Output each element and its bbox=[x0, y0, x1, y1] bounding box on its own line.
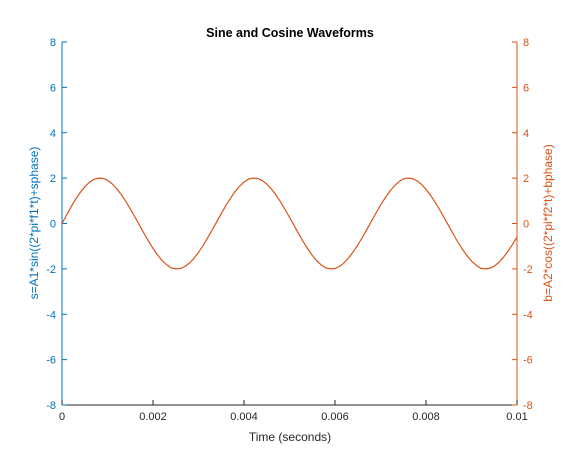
x-tick-label: 0.004 bbox=[230, 411, 258, 423]
y-tick-label-left: -4 bbox=[46, 309, 56, 321]
y-tick-label-left: -2 bbox=[46, 264, 56, 276]
series-line bbox=[61, 177, 518, 270]
tick-labels: 0 0.002 0.004 0.006 0.008 0.01 8 6 4 2 0 -2 -4 -6 -8 8 6… bbox=[46, 37, 533, 423]
y-tick-label-left: 4 bbox=[50, 128, 56, 140]
y-tick-label-right: 0 bbox=[523, 219, 529, 231]
x-tick-label: 0.002 bbox=[139, 411, 167, 423]
y-tick-label-left: 6 bbox=[50, 82, 56, 94]
x-tick-label: 0.01 bbox=[506, 411, 527, 423]
y-tick-label-right: -6 bbox=[523, 355, 533, 367]
series-group bbox=[61, 177, 518, 270]
axes bbox=[61, 41, 518, 406]
y-tick-label-left: 2 bbox=[50, 173, 56, 185]
x-axis-label: Time (seconds) bbox=[249, 430, 331, 444]
x-tick-label: 0 bbox=[59, 411, 65, 423]
y-tick-label-right: -8 bbox=[523, 400, 533, 412]
y-tick-label-right: 2 bbox=[523, 173, 529, 185]
y-tick-label-right: 8 bbox=[523, 37, 529, 49]
y-tick-label-left: -8 bbox=[46, 400, 56, 412]
y-tick-label-left: 0 bbox=[50, 219, 56, 231]
y-tick-label-right: 4 bbox=[523, 128, 529, 140]
chart-title: Sine and Cosine Waveforms bbox=[206, 26, 374, 40]
x-tick-label: 0.006 bbox=[321, 411, 349, 423]
y-axis-label-left: s=A1*sin((2*pi*f1*t)+sphase) bbox=[27, 147, 41, 300]
y-tick-label-right: -4 bbox=[523, 309, 533, 321]
plot-area bbox=[62, 42, 517, 405]
y-tick-label-right: -2 bbox=[523, 264, 533, 276]
y-tick-label-left: 8 bbox=[50, 37, 56, 49]
y-axis-label-right: b=A2*cos((2*pi*f2*t)+bphase) bbox=[541, 144, 555, 301]
x-tick-label: 0.008 bbox=[412, 411, 440, 423]
y-tick-label-left: -6 bbox=[46, 355, 56, 367]
y-tick-label-right: 6 bbox=[523, 82, 529, 94]
